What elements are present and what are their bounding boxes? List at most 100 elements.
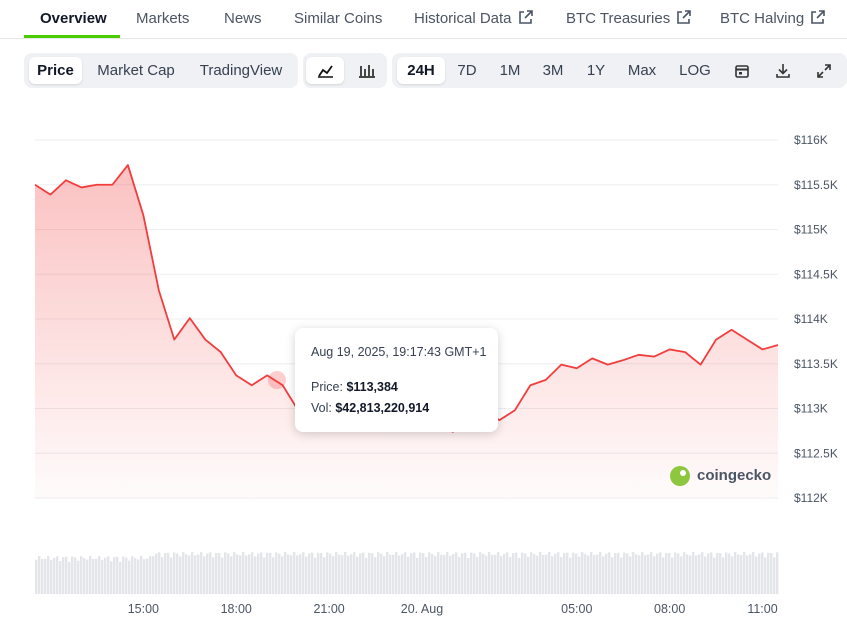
- volume-bar: [578, 556, 581, 594]
- volume-bar: [608, 552, 611, 594]
- data-type-button[interactable]: Market Cap: [97, 62, 175, 79]
- volume-bar: [716, 552, 719, 594]
- volume-bar: [137, 559, 140, 594]
- volume-bar: [152, 556, 155, 594]
- volume-bar: [275, 552, 278, 594]
- volume-bar: [62, 557, 65, 594]
- volume-bar: [425, 556, 428, 594]
- volume-bar: [701, 552, 704, 594]
- volume-bar: [131, 556, 134, 594]
- expand-icon[interactable]: [814, 61, 834, 81]
- volume-bar: [356, 556, 359, 594]
- line-chart-button[interactable]: [306, 57, 344, 84]
- volume-bar: [764, 557, 767, 594]
- volume-bar: [338, 554, 341, 594]
- volume-bar: [293, 552, 296, 594]
- volume-bar: [584, 554, 587, 594]
- volume-bar: [443, 554, 446, 594]
- volume-bar: [752, 552, 755, 594]
- volume-bar: [242, 552, 245, 594]
- volume-bar: [554, 553, 557, 594]
- range-button[interactable]: 7D: [457, 62, 477, 79]
- volume-bar: [641, 552, 644, 594]
- volume-bar: [542, 555, 545, 594]
- calendar-icon[interactable]: [732, 61, 752, 81]
- volume-bar: [458, 556, 461, 594]
- range-button[interactable]: 1Y: [586, 62, 606, 79]
- volume-bar: [590, 552, 593, 594]
- volume-bar: [374, 557, 377, 594]
- data-type-button[interactable]: TradingView: [199, 62, 283, 79]
- volume-bar: [56, 556, 59, 594]
- vol-label: Vol:: [311, 401, 332, 415]
- volume-bar: [410, 553, 413, 594]
- y-tick-label: $113K: [794, 402, 828, 416]
- volume-bar: [389, 554, 392, 594]
- volume-bar: [470, 552, 473, 594]
- range-button[interactable]: 24H: [397, 57, 445, 84]
- volume-bar: [278, 553, 281, 594]
- volume-bar: [287, 554, 290, 594]
- volume-bar: [581, 552, 584, 594]
- volume-bar: [548, 552, 551, 594]
- volume-bar: [704, 556, 707, 594]
- volume-bar: [116, 556, 119, 594]
- volume-bar: [728, 553, 731, 594]
- volume-bar: [365, 557, 368, 594]
- volume-bar: [407, 556, 410, 594]
- nav-tab[interactable]: Overview: [40, 10, 107, 27]
- x-tick-label: 18:00: [221, 602, 252, 616]
- volume-bar: [251, 552, 254, 594]
- volume-bar: [602, 556, 605, 594]
- volume-bar: [230, 556, 233, 594]
- download-icon[interactable]: [773, 61, 793, 81]
- volume-bar: [206, 553, 209, 594]
- volume-bar: [371, 553, 374, 594]
- range-button[interactable]: 1M: [499, 62, 521, 79]
- nav-tab[interactable]: Historical Data: [414, 10, 534, 27]
- tooltip-date: Aug 19, 2025, 19:17:43 GMT+1: [311, 345, 487, 359]
- volume-bar: [188, 555, 191, 594]
- volume-bar: [50, 559, 53, 594]
- y-tick-label: $112K: [794, 491, 828, 505]
- nav-tab[interactable]: BTC Halving: [720, 10, 826, 27]
- volume-bar: [593, 555, 596, 594]
- volume-bar: [671, 557, 674, 594]
- nav-tab[interactable]: Markets: [136, 10, 190, 27]
- volume-bar: [101, 560, 104, 594]
- volume-bar: [491, 554, 494, 594]
- volume-bar: [761, 552, 764, 594]
- candle-chart-button[interactable]: [347, 57, 385, 84]
- volume-bar: [449, 555, 452, 594]
- volume-bar: [404, 552, 407, 594]
- volume-bar: [71, 556, 74, 594]
- nav-tab[interactable]: BTC Treasuries: [566, 10, 692, 27]
- volume-bar: [575, 553, 578, 594]
- volume-bar: [746, 555, 749, 594]
- volume-bar: [263, 557, 266, 594]
- volume-bar: [722, 557, 725, 594]
- volume-bar: [140, 556, 143, 594]
- volume-bar: [623, 552, 626, 594]
- range-button[interactable]: 3M: [542, 62, 564, 79]
- volume-bar: [80, 556, 83, 594]
- nav-tab[interactable]: News: [224, 10, 262, 27]
- nav-tab[interactable]: Similar Coins: [294, 10, 383, 27]
- volume-bar: [515, 552, 518, 594]
- volume-bar: [569, 557, 572, 594]
- volume-bar: [644, 555, 647, 594]
- range-button[interactable]: Max: [627, 62, 657, 79]
- volume-bar: [164, 552, 167, 594]
- volume-bar: [221, 557, 224, 594]
- volume-bar: [368, 552, 371, 594]
- volume-bar: [665, 552, 668, 594]
- volume-bar: [167, 552, 170, 594]
- volume-bar: [119, 561, 122, 594]
- volume-bar: [599, 552, 602, 594]
- volume-bar: [350, 554, 353, 594]
- range-button[interactable]: LOG: [679, 62, 711, 79]
- volume-bar: [239, 555, 242, 594]
- data-type-button[interactable]: Price: [29, 57, 82, 84]
